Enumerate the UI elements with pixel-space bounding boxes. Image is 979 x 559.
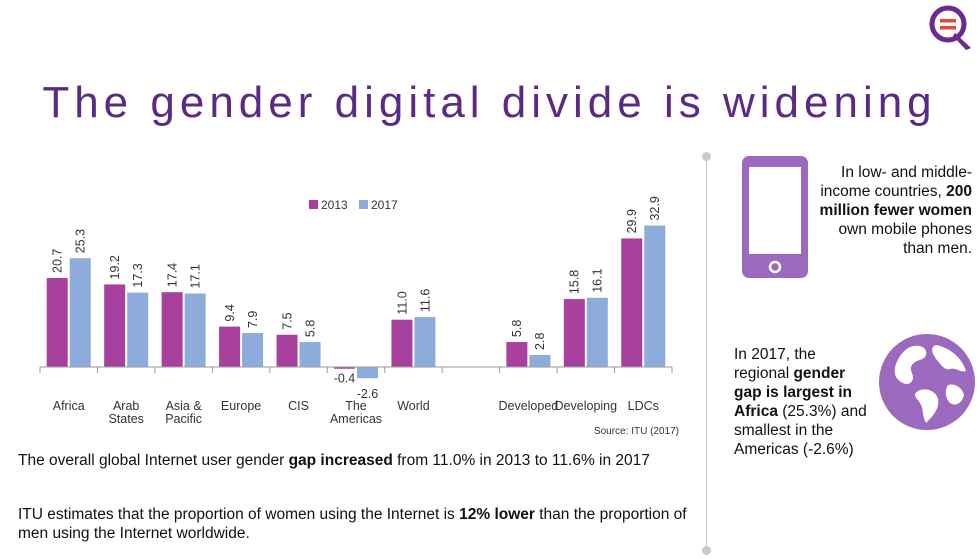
tick-label-2-0: Asia & (166, 399, 203, 413)
tick-label-5-1: Americas (330, 412, 382, 426)
bar-2013-1 (104, 284, 126, 367)
divider-top-dot (702, 152, 711, 161)
tick-label-4-0: CIS (288, 399, 309, 413)
bar-2013-0 (46, 277, 68, 367)
bar-2013-3 (219, 326, 241, 367)
bar-2017-0 (69, 258, 91, 367)
data-label-2017-8: 2.8 (533, 333, 547, 350)
data-label-2013-0: 20.7 (51, 249, 65, 273)
data-label-2013-6: 11.0 (395, 291, 409, 314)
internet-lower-text: ITU estimates that the proportion of wom… (18, 506, 687, 542)
bar-2017-4 (299, 342, 321, 367)
bar-2013-6 (391, 319, 413, 367)
data-label-2017-3: 7.9 (246, 311, 260, 328)
slide-title: The gender digital divide is widening (42, 78, 937, 127)
tick-label-6-0: World (397, 399, 429, 413)
tick-label-0-0: Africa (53, 399, 85, 413)
tick-label-1-0: Arab (113, 399, 139, 413)
data-label-2017-10: 32.9 (648, 196, 662, 220)
bar-2017-2 (184, 293, 206, 367)
legend-label-2013: 2013 (321, 198, 348, 212)
mobile-gap-text: In low- and middle-income countries, 200… (819, 164, 972, 257)
legend-swatch-2013 (309, 200, 318, 209)
data-label-2013-3: 9.4 (223, 304, 237, 321)
bar-2017-10 (644, 225, 666, 367)
tick-label-10-0: LDCs (628, 399, 659, 413)
legend-label-2017: 2017 (371, 198, 398, 212)
bar-2013-4 (276, 334, 298, 367)
tick-label-1-1: States (108, 412, 143, 426)
chart-source: Source: ITU (2017) (594, 426, 679, 437)
divider-bottom-dot (702, 546, 711, 555)
africa-gap-text: In 2017, the regional gender gap is larg… (734, 346, 867, 458)
tick-label-5-0: The (345, 399, 367, 413)
data-label-2013-1: 19.2 (108, 255, 122, 279)
bar-2013-2 (161, 292, 183, 367)
bar-2013-5 (334, 367, 355, 369)
data-label-2013-8: 5.8 (510, 320, 524, 337)
bar-2017-5 (357, 367, 378, 379)
tick-label-9-0: Developing (555, 399, 618, 413)
equality-search-logo-icon (929, 5, 971, 50)
data-label-2013-4: 7.5 (280, 312, 294, 329)
bar-2017-6 (414, 317, 436, 367)
data-label-2017-9: 16.1 (591, 268, 605, 292)
bar-2017-9 (586, 297, 608, 367)
bar-chart: 20.7 19.2 17.4 9.4 7.5 -0.4 11.0 5.8 15.8 29.9 25.… (39, 196, 679, 437)
data-label-2017-0: 25.3 (74, 229, 88, 253)
bar-2017-1 (127, 292, 149, 367)
mobile-phone-icon (742, 156, 808, 278)
bar-2013-10 (621, 238, 643, 367)
data-label-2013-9: 15.8 (568, 270, 582, 294)
data-label-2013-10: 29.9 (625, 209, 639, 233)
data-label-2017-6: 11.6 (418, 289, 432, 312)
data-label-2013-2: 17.4 (166, 263, 180, 287)
legend-swatch-2017 (359, 200, 368, 209)
data-label-2017-4: 5.8 (303, 320, 317, 337)
bar-2017-8 (529, 354, 551, 367)
data-label-2017-5: -2.6 (357, 387, 379, 401)
tick-label-2-1: Pacific (165, 412, 202, 426)
data-label-2017-2: 17.1 (189, 264, 203, 288)
vertical-divider (706, 156, 707, 551)
globe-icon (879, 334, 975, 430)
gap-increase-text: The overall global Internet user gender … (18, 452, 650, 469)
bar-2013-9 (563, 299, 585, 367)
tick-label-3-0: Europe (221, 399, 261, 413)
bar-2013-8 (506, 342, 528, 367)
data-label-2017-1: 17.3 (131, 263, 145, 287)
bar-2017-3 (242, 333, 264, 367)
data-label-2013-5: -0.4 (334, 372, 356, 386)
tick-label-8-0: Developed (498, 399, 558, 413)
